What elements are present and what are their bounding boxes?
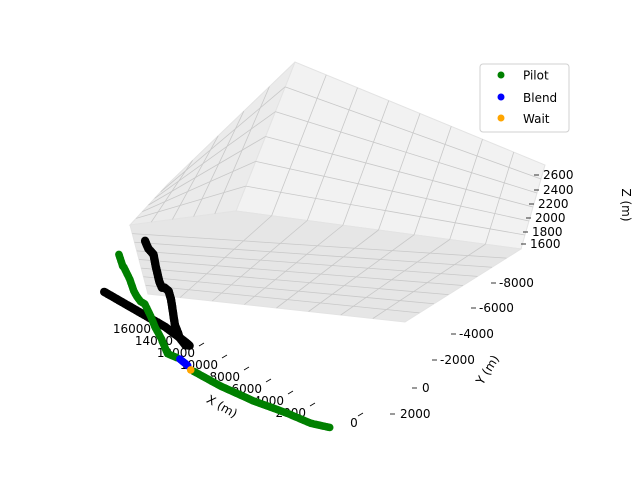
side-grid-line [154, 111, 276, 199]
grid-lines [132, 74, 542, 319]
series-pilot [115, 250, 181, 362]
side-grid-line [214, 86, 270, 214]
floor-grid-line [340, 239, 450, 316]
z-tick-label: 1600 [530, 237, 561, 251]
floor-grid-line [134, 241, 493, 268]
floor-grid-line [141, 267, 449, 296]
back-grid-line [255, 160, 530, 222]
legend-label-blend: Blend [523, 91, 557, 105]
side-grid-line [136, 185, 246, 219]
x-tick-mark [243, 366, 250, 371]
z-tick-label: 2000 [535, 211, 566, 225]
side-grid-line [160, 86, 286, 192]
back-grid-line [245, 185, 526, 236]
floor-grid-line [143, 276, 435, 305]
y-tick-label: -8000 [499, 276, 534, 290]
x-tick-mark [221, 354, 228, 359]
x-tick-label: 0 [350, 416, 358, 430]
side-grid-line [142, 160, 256, 213]
side-grid-line [148, 136, 266, 206]
series-blend [176, 355, 192, 370]
y-tick-label: 0 [422, 381, 430, 395]
z-tick-label: 2600 [543, 168, 574, 182]
back-grid-line [285, 86, 542, 180]
z-tick-label: 2400 [543, 183, 574, 197]
floor-grid-line [211, 220, 308, 302]
floor-grid-line [145, 284, 420, 314]
back-grid-line [275, 111, 538, 194]
legend-marker-wait [497, 114, 505, 122]
x-tick-mark [265, 378, 272, 383]
legend-label-wait: Wait [523, 112, 550, 126]
side-grid-line [193, 111, 245, 217]
y-tick-label: -6000 [479, 301, 514, 315]
y-tick-label: 2000 [400, 407, 431, 421]
floor-grid-line [136, 250, 478, 277]
side-grid-line [150, 160, 193, 223]
x-tick-label: 16000 [113, 322, 151, 336]
x-tick-mark [198, 342, 205, 347]
side-grid-line [172, 135, 219, 220]
y-axis-label: Y (m) [473, 353, 502, 389]
x-tick-mark [287, 390, 294, 395]
data-point [186, 366, 195, 374]
back-grid-line [265, 136, 534, 208]
floor-grid-line [372, 243, 486, 319]
floor-grid-line [138, 259, 464, 286]
legend-marker-blend [497, 93, 505, 101]
data-point [325, 423, 334, 432]
y-tick-label: -4000 [459, 327, 494, 341]
floor-grid-line [276, 229, 379, 309]
z-tick-label: 2200 [538, 197, 569, 211]
floor-grid-line [179, 215, 272, 298]
z-tick-label: 1800 [532, 225, 563, 239]
legend-label-pilot: Pilot [523, 69, 549, 83]
data-point [140, 236, 150, 246]
floor-grid-line [308, 234, 415, 312]
y-tick-label: -2000 [440, 353, 475, 367]
series-wait [186, 366, 195, 374]
floor-grid-line [132, 233, 507, 259]
series-trajectory [100, 236, 194, 350]
floor-grid-line [244, 224, 344, 305]
legend: Pilot Blend Wait [479, 63, 570, 133]
x-axis-label: X (m) [204, 392, 240, 421]
x-tick-mark [357, 412, 364, 417]
data-series [100, 236, 334, 432]
x-tick-mark [309, 402, 316, 407]
legend-marker-pilot [497, 71, 505, 79]
series-pilot [190, 367, 334, 432]
z-axis-label: Z (m) [619, 188, 633, 221]
